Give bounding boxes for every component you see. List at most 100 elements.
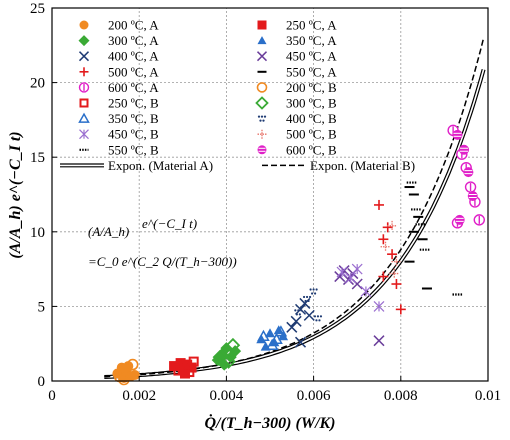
- marker-dot: [315, 288, 318, 291]
- marker-dot: [311, 292, 314, 295]
- marker-dot: [262, 119, 265, 122]
- legend-fit-b-label: Expon. (Material B): [310, 158, 415, 173]
- legend-label: 250 ºC, A: [286, 18, 337, 33]
- series-350-c-b: [257, 325, 288, 350]
- series-550-c-b: [406, 181, 463, 296]
- legend-label: 400 ºC, B: [286, 111, 337, 126]
- x-tick-label: 0.006: [297, 388, 331, 404]
- marker-dot: [308, 295, 312, 299]
- legend-label: 600 ºC, A: [108, 80, 159, 95]
- series-550-c-a: [404, 186, 432, 290]
- marker-x: [294, 336, 307, 348]
- marker-dot: [300, 309, 303, 312]
- equation-line2: =C_0 e^(C_2 Q/(T_h−300)): [88, 254, 237, 269]
- marker-x: [290, 315, 302, 327]
- fit-curves: [104, 37, 486, 379]
- x-tick-label: 0.01: [475, 388, 501, 404]
- marker-circle-striped: [452, 129, 463, 140]
- marker-dot: [307, 299, 310, 303]
- marker-dot: [259, 119, 262, 122]
- grid: [52, 8, 488, 381]
- marker-circle-striped: [257, 145, 267, 155]
- axis-ticks: 0 0.002 0.004 0.006 0.008 0.01 0 5 10 15 20 25: [30, 1, 501, 404]
- marker-square-open: [188, 356, 199, 367]
- series-300-c-a: [211, 342, 242, 371]
- marker-diamond-open: [221, 354, 236, 369]
- legend-label: 450 ºC, B: [108, 127, 159, 142]
- marker-triangle: [265, 328, 275, 338]
- marker-circle-striped: [454, 214, 465, 225]
- marker-x: [78, 51, 90, 62]
- marker-dot: [319, 315, 323, 318]
- marker-square: [257, 20, 267, 30]
- series-500-c-a: [374, 199, 406, 315]
- marker-diamond: [78, 35, 90, 47]
- y-tick-label: 25: [30, 1, 45, 17]
- marker-dot: [257, 115, 261, 118]
- marker-x: [286, 321, 298, 333]
- marker-triangle-open: [257, 329, 270, 341]
- plot-frame: [51, 7, 489, 382]
- legend-label: 350 ºC, A: [286, 33, 337, 48]
- x-tick-label: 0: [48, 388, 56, 404]
- marker-circle: [79, 20, 89, 30]
- fit-curve-material-b: [104, 37, 485, 378]
- legend-fit-a-label: Expon. (Material A): [108, 158, 213, 173]
- marker-circle-striped: [463, 167, 474, 178]
- x-tick-label: 0.004: [210, 388, 244, 404]
- marker-x: [351, 278, 363, 290]
- marker-dot: [315, 319, 318, 322]
- legend-label: 400 ºC, A: [108, 49, 159, 64]
- y-tick-label: 15: [30, 150, 45, 166]
- marker-diamond-open: [255, 96, 269, 110]
- legend-label: 500 ºC, B: [286, 127, 337, 142]
- legend-label: 450 ºC, A: [286, 49, 337, 64]
- marker-x: [373, 335, 385, 347]
- legend-label: 500 ºC, A: [108, 64, 159, 79]
- marker-dot: [302, 295, 306, 299]
- marker-circle-open: [118, 373, 130, 386]
- series-500-c-b: [380, 220, 402, 279]
- marker-square-open: [184, 367, 195, 378]
- x-tick-label: 0.002: [122, 388, 156, 404]
- legend-label: 350 ºC, B: [108, 111, 159, 126]
- marker-dot: [294, 309, 297, 312]
- equation-annotation: (A/A_h) e^(−C_I t) =C_0 e^(C_2 Q/(T_h−300)…: [88, 216, 237, 269]
- marker-triangle-open: [78, 112, 90, 123]
- marker-dot: [298, 313, 301, 316]
- legend-label: 200 ºC, A: [108, 18, 159, 33]
- series-300-c-b: [212, 337, 241, 369]
- marker-diamond: [229, 345, 242, 358]
- legend-label: 550 ºC, B: [108, 142, 159, 157]
- legend-label: 600 ºC, B: [286, 142, 337, 157]
- marker-x: [303, 309, 315, 321]
- marker-x: [256, 51, 268, 62]
- x-tick-label: 0.008: [384, 388, 418, 404]
- legend-label: 300 ºC, B: [286, 96, 337, 111]
- marker-dot: [314, 292, 317, 295]
- x-axis-label: Q̇/(T_h−300) (W/K): [204, 413, 335, 432]
- data-points: [112, 124, 485, 386]
- legend-label: 550 ºC, A: [286, 64, 337, 79]
- marker-circle-striped: [459, 144, 470, 155]
- marker-dot: [263, 115, 267, 118]
- marker-square-open: [79, 98, 89, 108]
- marker-dot: [260, 115, 264, 118]
- marker-circle-striped: [467, 190, 478, 201]
- marker-dot: [297, 309, 300, 312]
- marker-circle-open: [126, 358, 139, 371]
- series-450-c-b: [336, 263, 385, 312]
- y-tick-label: 20: [30, 76, 45, 92]
- marker-dot: [305, 295, 309, 299]
- marker-dot: [309, 288, 312, 291]
- marker-dot: [313, 315, 317, 318]
- y-tick-label: 0: [38, 374, 46, 390]
- marker-circle-open: [256, 82, 268, 93]
- marker-triangle-open: [274, 325, 288, 337]
- marker-dot: [312, 288, 315, 291]
- marker-dot: [316, 315, 320, 318]
- legend-label: 200 ºC, B: [286, 80, 337, 95]
- legend-label: 250 ºC, B: [108, 96, 159, 111]
